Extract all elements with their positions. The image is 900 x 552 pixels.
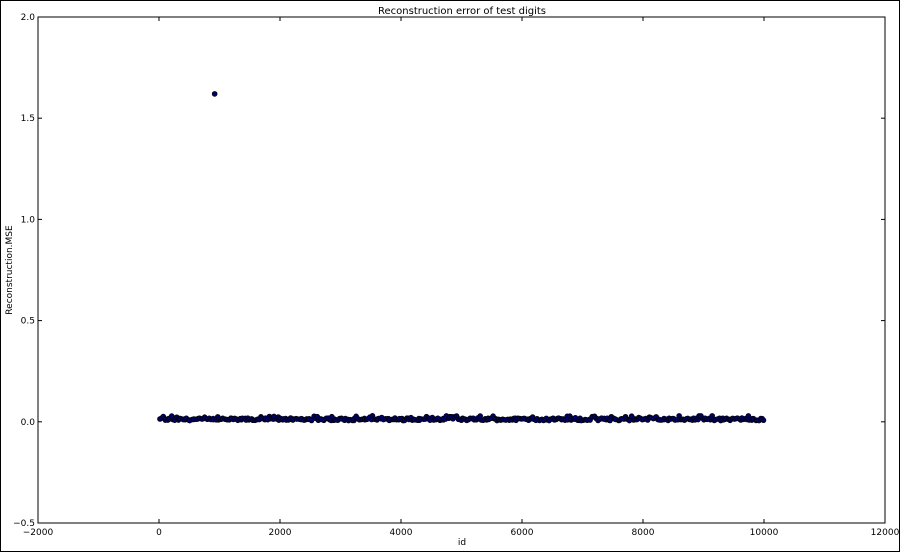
x-tick-label: 12000 xyxy=(871,528,899,538)
y-tick-label: 2.0 xyxy=(21,13,36,23)
x-tick-label: 0 xyxy=(156,528,162,538)
x-tick-label: −2000 xyxy=(23,528,54,538)
y-tick-label: 0.5 xyxy=(21,317,35,327)
x-axis-label: id xyxy=(458,538,466,548)
outlier-point xyxy=(211,91,218,97)
data-point xyxy=(760,417,767,424)
tick-group: −2000 0 2000 4000 6000 8000 10000 12000 −0.5 0.0 0… xyxy=(13,13,899,538)
y-tick-label: −0.5 xyxy=(13,519,35,529)
plot-area xyxy=(37,16,886,524)
chart-title: Reconstruction error of test digits xyxy=(378,6,546,17)
y-axis-label: Reconstruction.MSE xyxy=(5,225,15,315)
x-tick-label: 10000 xyxy=(750,528,779,538)
point-group xyxy=(157,91,767,424)
x-tick-label: 6000 xyxy=(511,528,534,538)
x-tick-label: 8000 xyxy=(632,528,655,538)
y-tick-label: 0.0 xyxy=(21,418,36,428)
y-tick-label: 1.0 xyxy=(21,215,36,225)
x-tick-label: 2000 xyxy=(269,528,292,538)
y-tick-label: 1.5 xyxy=(21,114,35,124)
x-tick-label: 4000 xyxy=(390,528,413,538)
